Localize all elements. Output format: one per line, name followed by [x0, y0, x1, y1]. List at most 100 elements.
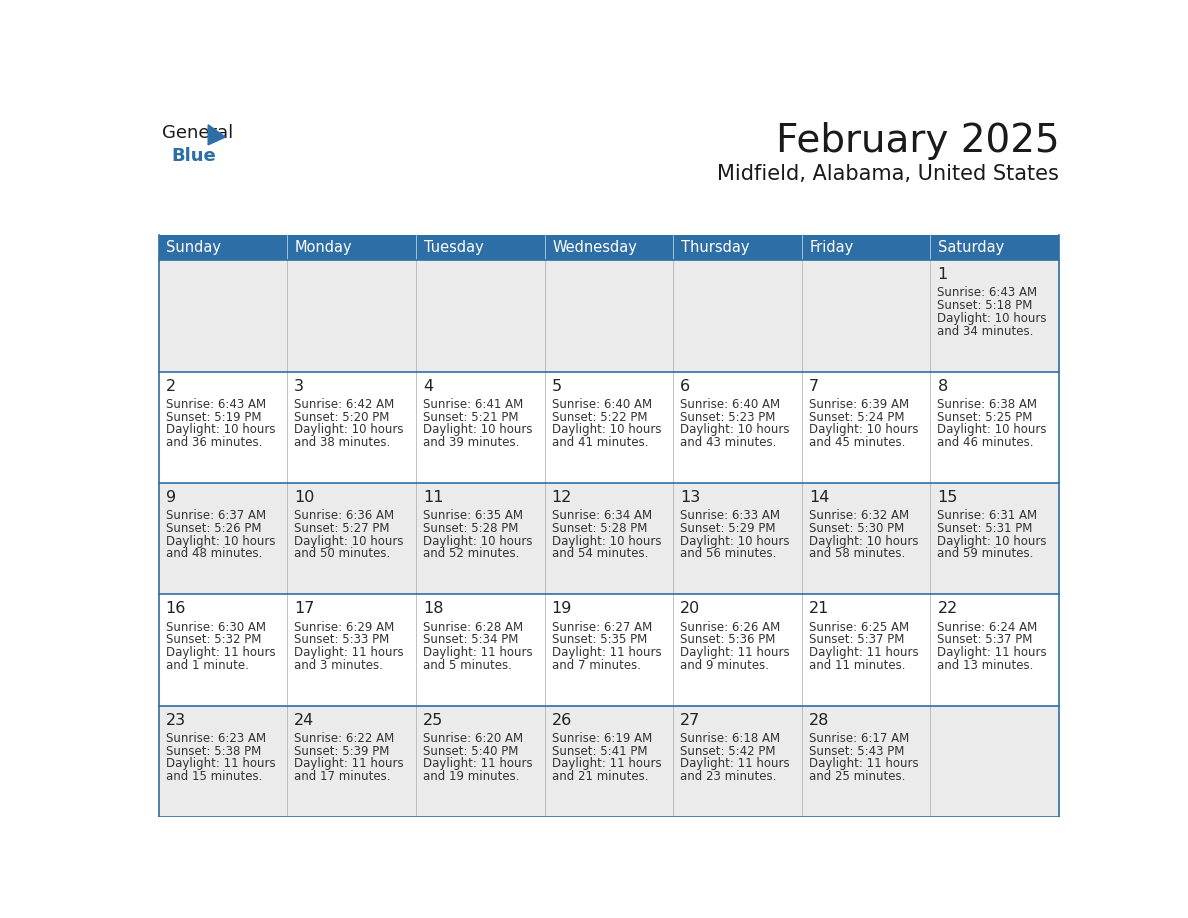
Bar	[930, 235, 1060, 261]
Text: Daylight: 11 hours: Daylight: 11 hours	[551, 757, 662, 770]
Text: 24: 24	[295, 712, 315, 728]
Text: Sunrise: 6:17 AM: Sunrise: 6:17 AM	[809, 732, 909, 744]
Text: Sunset: 5:19 PM: Sunset: 5:19 PM	[165, 410, 261, 423]
Text: Sunrise: 6:42 AM: Sunrise: 6:42 AM	[295, 397, 394, 411]
Text: 15: 15	[937, 490, 958, 505]
Bar	[158, 261, 1060, 372]
Text: Daylight: 10 hours: Daylight: 10 hours	[165, 423, 276, 436]
Text: and 58 minutes.: and 58 minutes.	[809, 547, 905, 560]
Text: 19: 19	[551, 601, 571, 616]
Text: Sunrise: 6:37 AM: Sunrise: 6:37 AM	[165, 509, 266, 522]
Text: Daylight: 10 hours: Daylight: 10 hours	[937, 423, 1047, 436]
Text: and 39 minutes.: and 39 minutes.	[423, 436, 519, 449]
Text: February 2025: February 2025	[776, 122, 1060, 160]
Text: and 3 minutes.: and 3 minutes.	[295, 658, 383, 672]
Text: Sunrise: 6:33 AM: Sunrise: 6:33 AM	[681, 509, 781, 522]
Text: Saturday: Saturday	[939, 241, 1005, 255]
Bar	[674, 235, 802, 261]
Bar	[416, 235, 544, 261]
Text: Sunrise: 6:40 AM: Sunrise: 6:40 AM	[551, 397, 652, 411]
Text: Sunset: 5:33 PM: Sunset: 5:33 PM	[295, 633, 390, 646]
Text: 11: 11	[423, 490, 443, 505]
Text: Sunset: 5:35 PM: Sunset: 5:35 PM	[551, 633, 646, 646]
Text: and 5 minutes.: and 5 minutes.	[423, 658, 512, 672]
Text: Daylight: 10 hours: Daylight: 10 hours	[937, 312, 1047, 325]
Text: Daylight: 11 hours: Daylight: 11 hours	[423, 646, 532, 659]
Text: 27: 27	[681, 712, 701, 728]
Text: Sunrise: 6:36 AM: Sunrise: 6:36 AM	[295, 509, 394, 522]
Text: Daylight: 10 hours: Daylight: 10 hours	[295, 423, 404, 436]
Text: and 17 minutes.: and 17 minutes.	[295, 770, 391, 783]
Text: Daylight: 10 hours: Daylight: 10 hours	[551, 534, 661, 547]
Text: Daylight: 10 hours: Daylight: 10 hours	[551, 423, 661, 436]
Text: and 25 minutes.: and 25 minutes.	[809, 770, 905, 783]
Text: and 11 minutes.: and 11 minutes.	[809, 658, 905, 672]
Text: 23: 23	[165, 712, 185, 728]
Text: 20: 20	[681, 601, 701, 616]
Text: Sunset: 5:32 PM: Sunset: 5:32 PM	[165, 633, 261, 646]
Text: Sunrise: 6:28 AM: Sunrise: 6:28 AM	[423, 621, 523, 633]
Text: 16: 16	[165, 601, 187, 616]
Text: and 43 minutes.: and 43 minutes.	[681, 436, 777, 449]
Text: Sunset: 5:43 PM: Sunset: 5:43 PM	[809, 744, 904, 757]
Text: Daylight: 10 hours: Daylight: 10 hours	[423, 423, 532, 436]
Text: Tuesday: Tuesday	[424, 241, 484, 255]
Text: and 19 minutes.: and 19 minutes.	[423, 770, 519, 783]
Text: Daylight: 10 hours: Daylight: 10 hours	[295, 534, 404, 547]
Text: Sunrise: 6:32 AM: Sunrise: 6:32 AM	[809, 509, 909, 522]
Text: Daylight: 10 hours: Daylight: 10 hours	[423, 534, 532, 547]
Text: Sunset: 5:28 PM: Sunset: 5:28 PM	[551, 521, 647, 535]
Text: Sunset: 5:39 PM: Sunset: 5:39 PM	[295, 744, 390, 757]
Text: 9: 9	[165, 490, 176, 505]
Text: Sunrise: 6:20 AM: Sunrise: 6:20 AM	[423, 732, 523, 744]
Text: Daylight: 10 hours: Daylight: 10 hours	[165, 534, 276, 547]
Text: Monday: Monday	[295, 241, 353, 255]
Text: Daylight: 11 hours: Daylight: 11 hours	[681, 757, 790, 770]
Text: Midfield, Alabama, United States: Midfield, Alabama, United States	[718, 164, 1060, 185]
Text: Sunset: 5:31 PM: Sunset: 5:31 PM	[937, 521, 1032, 535]
Text: Sunrise: 6:19 AM: Sunrise: 6:19 AM	[551, 732, 652, 744]
Text: Daylight: 10 hours: Daylight: 10 hours	[809, 423, 918, 436]
Text: 4: 4	[423, 378, 432, 394]
Text: Sunset: 5:25 PM: Sunset: 5:25 PM	[937, 410, 1032, 423]
Text: and 13 minutes.: and 13 minutes.	[937, 658, 1034, 672]
Text: Daylight: 11 hours: Daylight: 11 hours	[165, 646, 276, 659]
Text: and 59 minutes.: and 59 minutes.	[937, 547, 1034, 560]
Text: 28: 28	[809, 712, 829, 728]
Text: Sunrise: 6:35 AM: Sunrise: 6:35 AM	[423, 509, 523, 522]
Text: Sunday: Sunday	[166, 241, 221, 255]
Text: 1: 1	[937, 267, 948, 282]
Bar	[158, 594, 1060, 706]
Text: and 9 minutes.: and 9 minutes.	[681, 658, 769, 672]
Text: Sunset: 5:18 PM: Sunset: 5:18 PM	[937, 299, 1032, 312]
Text: Sunset: 5:24 PM: Sunset: 5:24 PM	[809, 410, 904, 423]
Text: and 46 minutes.: and 46 minutes.	[937, 436, 1034, 449]
Bar	[287, 235, 416, 261]
Text: 17: 17	[295, 601, 315, 616]
Text: Sunset: 5:20 PM: Sunset: 5:20 PM	[295, 410, 390, 423]
Text: Sunset: 5:29 PM: Sunset: 5:29 PM	[681, 521, 776, 535]
Text: and 41 minutes.: and 41 minutes.	[551, 436, 647, 449]
Text: Sunset: 5:42 PM: Sunset: 5:42 PM	[681, 744, 776, 757]
Polygon shape	[208, 125, 226, 145]
Text: Sunrise: 6:27 AM: Sunrise: 6:27 AM	[551, 621, 652, 633]
Text: Daylight: 11 hours: Daylight: 11 hours	[423, 757, 532, 770]
Text: Sunset: 5:27 PM: Sunset: 5:27 PM	[295, 521, 390, 535]
Text: and 1 minute.: and 1 minute.	[165, 658, 248, 672]
Text: General: General	[162, 124, 233, 142]
Text: 3: 3	[295, 378, 304, 394]
Text: Daylight: 10 hours: Daylight: 10 hours	[681, 534, 790, 547]
Text: Wednesday: Wednesday	[552, 241, 637, 255]
Text: Sunset: 5:21 PM: Sunset: 5:21 PM	[423, 410, 518, 423]
Text: and 52 minutes.: and 52 minutes.	[423, 547, 519, 560]
Text: 6: 6	[681, 378, 690, 394]
Text: Sunset: 5:41 PM: Sunset: 5:41 PM	[551, 744, 647, 757]
Text: Sunrise: 6:31 AM: Sunrise: 6:31 AM	[937, 509, 1037, 522]
Text: Daylight: 11 hours: Daylight: 11 hours	[937, 646, 1047, 659]
Text: 10: 10	[295, 490, 315, 505]
Text: 21: 21	[809, 601, 829, 616]
Bar	[158, 483, 1060, 594]
Text: Sunset: 5:37 PM: Sunset: 5:37 PM	[937, 633, 1032, 646]
Text: Sunrise: 6:30 AM: Sunrise: 6:30 AM	[165, 621, 266, 633]
Text: Daylight: 11 hours: Daylight: 11 hours	[165, 757, 276, 770]
